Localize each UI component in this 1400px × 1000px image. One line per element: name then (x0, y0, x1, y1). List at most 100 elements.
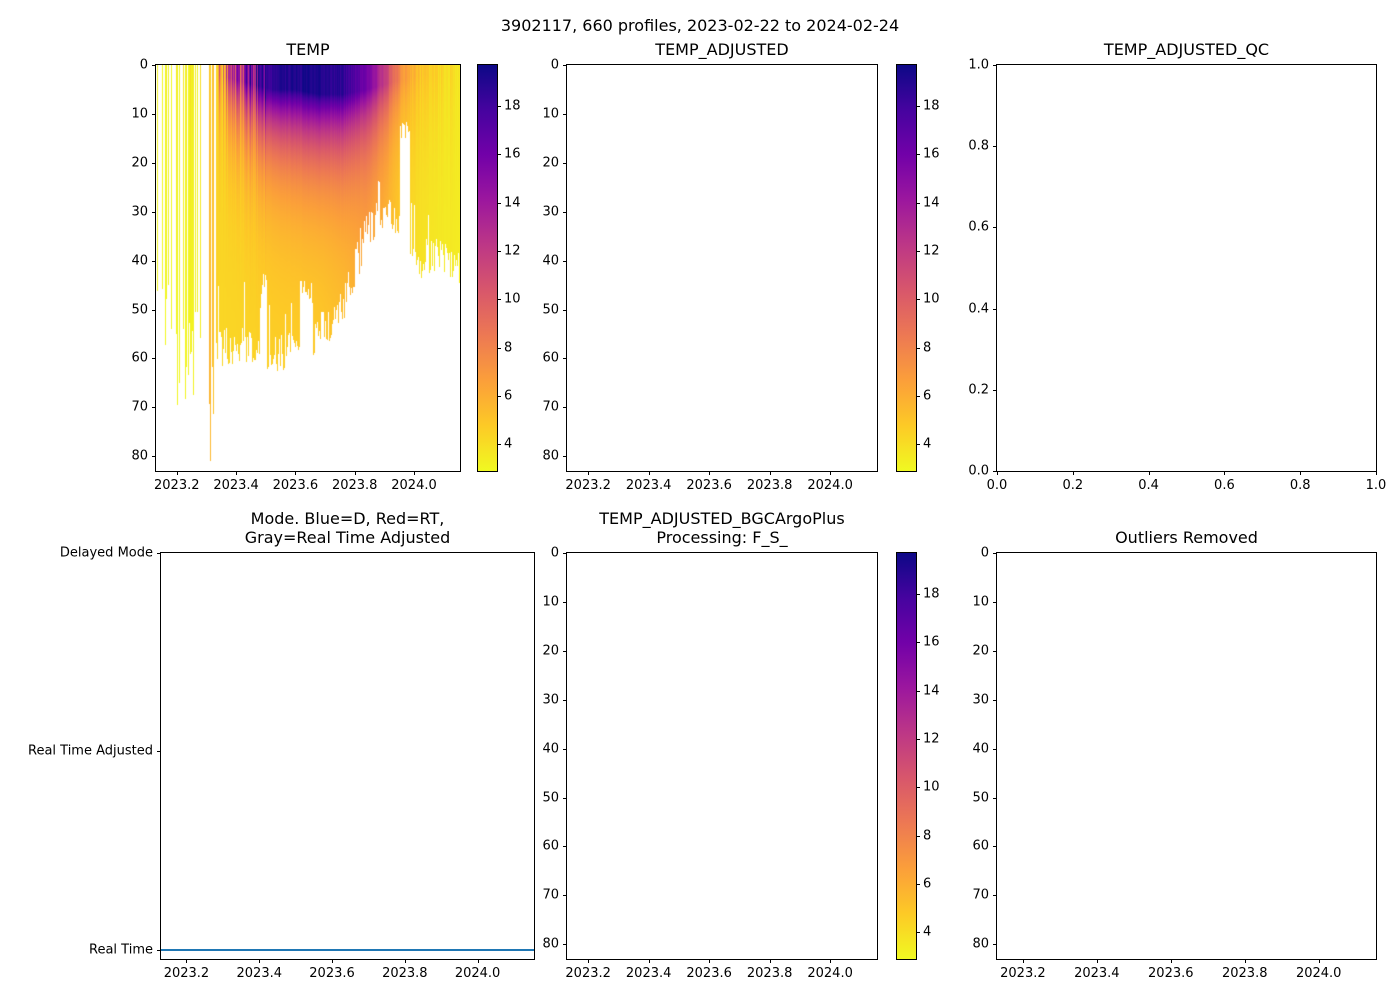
colorbar-tick-label: 4 (923, 924, 932, 940)
y-tick-mark (993, 227, 997, 229)
y-tick-mark (563, 113, 567, 115)
panel-mode-axes: Mode. Blue=D, Red=RT, Gray=Real Time Adj… (28, 509, 535, 981)
y-tick-mark (993, 308, 997, 310)
y-tick-label: 60 (542, 838, 559, 854)
colorbar-tick-mark (916, 154, 920, 156)
colorbar-tick-label: 18 (504, 98, 521, 114)
x-tick-mark (588, 471, 590, 475)
colorbar-tick-label: 10 (923, 779, 940, 795)
y-tick-label: 40 (542, 741, 559, 757)
y-tick-mark (993, 65, 997, 66)
y-tick-label: 50 (972, 790, 989, 806)
y-tick-label: 70 (972, 887, 989, 903)
y-tick-label: 10 (972, 594, 989, 610)
y-tick-mark (563, 553, 567, 554)
y-tick-label: 0.2 (968, 382, 989, 398)
y-category-label: Real Time (89, 942, 153, 958)
y-tick-mark (993, 471, 997, 472)
y-tick-mark (152, 456, 156, 458)
y-tick-label: 80 (542, 448, 559, 464)
colorbar-tick-label: 16 (923, 634, 940, 650)
colorbar-tick-label: 4 (504, 436, 513, 452)
temp-heatmap (156, 65, 460, 471)
x-tick-label: 2024.0 (807, 478, 853, 493)
y-tick-label: 70 (131, 399, 148, 415)
x-tick-mark (404, 959, 406, 963)
y-tick-label: 0.6 (968, 219, 989, 235)
y-tick-mark (993, 748, 997, 750)
x-tick-label: 2023.4 (1074, 966, 1120, 981)
x-tick-mark (830, 471, 832, 475)
realtime-mode-line (161, 949, 534, 952)
panel-temp-axes: TEMP 2023.2 2023.4 2023.6 2023.8 2024.0 0 10 20… (131, 40, 461, 493)
y-tick-mark (563, 895, 567, 897)
panel-mode-title-line1: Mode. Blue=D, Red=RT, (250, 509, 445, 528)
x-tick-label: 2023.6 (686, 966, 732, 981)
x-tick-label: 2023.4 (213, 478, 259, 493)
y-tick-mark (993, 895, 997, 897)
colorbar-tick-mark (497, 154, 501, 156)
colorbar-tick-label: 10 (504, 291, 521, 307)
x-tick-mark (769, 471, 771, 475)
colorbar-tick-label: 16 (923, 146, 940, 162)
y-tick-label: 0 (550, 545, 559, 561)
x-tick-label: 2024.0 (391, 478, 437, 493)
colorbar-tick-mark (916, 835, 920, 837)
y-tick-label: 50 (131, 302, 148, 318)
colorbar-tick-mark (916, 106, 920, 108)
x-tick-label: 2023.2 (1000, 966, 1046, 981)
y-tick-label: 0 (550, 57, 559, 73)
y-tick-mark (563, 846, 567, 848)
y-tick-label: 40 (972, 741, 989, 757)
y-tick-label: 80 (972, 936, 989, 952)
colorbar-tick-mark (916, 594, 920, 596)
y-tick-mark (563, 358, 567, 360)
y-tick-mark (152, 260, 156, 262)
y-category-label: Delayed Mode (59, 545, 153, 561)
y-tick-label: 40 (542, 253, 559, 269)
y-tick-label: 1.0 (968, 57, 989, 73)
y-tick-mark (563, 797, 567, 799)
y-tick-label: 20 (131, 155, 148, 171)
y-tick-mark (993, 650, 997, 652)
colorbar-tick-label: 4 (923, 436, 932, 452)
x-tick-label: 0.6 (1214, 478, 1235, 493)
x-tick-label: 2023.6 (1148, 966, 1194, 981)
panel-temp-title: TEMP (286, 40, 330, 59)
y-tick-label: 20 (542, 155, 559, 171)
x-tick-label: 2023.6 (272, 478, 319, 493)
y-tick-label: 20 (542, 643, 559, 659)
x-tick-mark (830, 959, 832, 963)
colorbar-tick-mark (916, 739, 920, 741)
colorbar-tick-mark (916, 690, 920, 692)
panel-temp-adjusted-title: TEMP_ADJUSTED (655, 40, 789, 59)
y-tick-label: 60 (542, 350, 559, 366)
x-tick-mark (997, 471, 998, 475)
x-tick-label: 2023.4 (236, 966, 283, 981)
y-tick-label: 80 (131, 448, 148, 464)
y-tick-label: 10 (542, 106, 559, 122)
y-tick-mark (152, 211, 156, 213)
colorbar-tick-mark (497, 202, 501, 204)
panel-temp-adjusted-axes: TEMP_ADJUSTED 2023.2 2023.4 2023.6 2023.8 20… (542, 40, 878, 493)
panel-outliers-axes: Outliers Removed 2023.2 2023.4 2023.6 2023.… (972, 528, 1377, 981)
figure-suptitle: 3902117, 660 profiles, 2023-02-22 to 202… (500, 16, 900, 35)
x-tick-label: 2024.0 (807, 966, 853, 981)
y-tick-mark (563, 601, 567, 603)
y-tick-mark (993, 553, 997, 554)
colorbar-tick-label: 10 (923, 291, 940, 307)
y-tick-mark (993, 389, 997, 391)
y-tick-label: 50 (542, 790, 559, 806)
x-tick-mark (1376, 471, 1377, 475)
y-tick-label: 60 (131, 350, 148, 366)
colorbar-tick-mark (916, 299, 920, 301)
y-tick-label: 0 (980, 545, 989, 561)
panel-outliers-title: Outliers Removed (1115, 528, 1258, 547)
x-tick-label: 0.2 (1062, 478, 1084, 493)
y-tick-label: 50 (542, 302, 559, 318)
x-tick-mark (414, 471, 416, 475)
x-tick-mark (588, 959, 590, 963)
colorbar-tick-mark (497, 106, 501, 108)
y-tick-label: 0.4 (968, 301, 989, 317)
colorbar-tick-label: 18 (923, 98, 940, 114)
